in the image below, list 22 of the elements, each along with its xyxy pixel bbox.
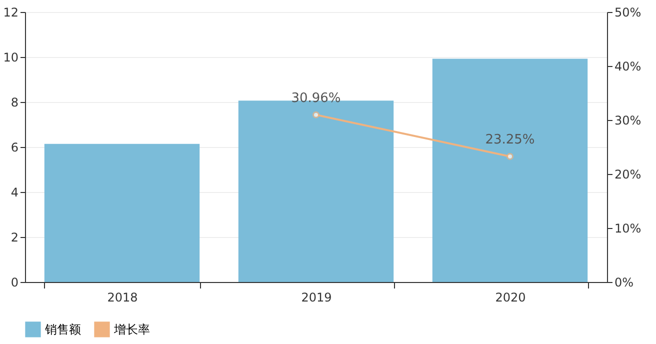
x-tick-label: 2019 <box>301 290 332 304</box>
y-tick-label: 8 <box>10 96 18 110</box>
legend-label: 增长率 <box>113 322 150 336</box>
y2-tick-label: 20% <box>614 168 642 182</box>
y2-tick-label: 40% <box>614 60 642 74</box>
y-tick-label: 6 <box>10 140 18 154</box>
data-label: 23.25% <box>485 132 535 148</box>
bar <box>432 58 588 282</box>
y2-tick-label: 30% <box>614 114 642 128</box>
y2-tick-label: 50% <box>614 6 642 20</box>
y-tick-label: 10 <box>3 50 18 64</box>
x-tick-label: 2020 <box>495 290 526 304</box>
y-tick-label: 0 <box>10 276 18 290</box>
y-tick-label: 12 <box>3 6 18 20</box>
y2-tick-label: 0% <box>614 276 634 290</box>
bar <box>44 144 200 282</box>
legend-label: 销售额 <box>44 322 81 336</box>
y-tick-label: 4 <box>10 186 18 200</box>
y2-tick-label: 10% <box>614 222 642 236</box>
x-tick-label: 2018 <box>107 290 138 304</box>
bar <box>238 100 394 282</box>
y-tick-label: 2 <box>10 230 18 244</box>
